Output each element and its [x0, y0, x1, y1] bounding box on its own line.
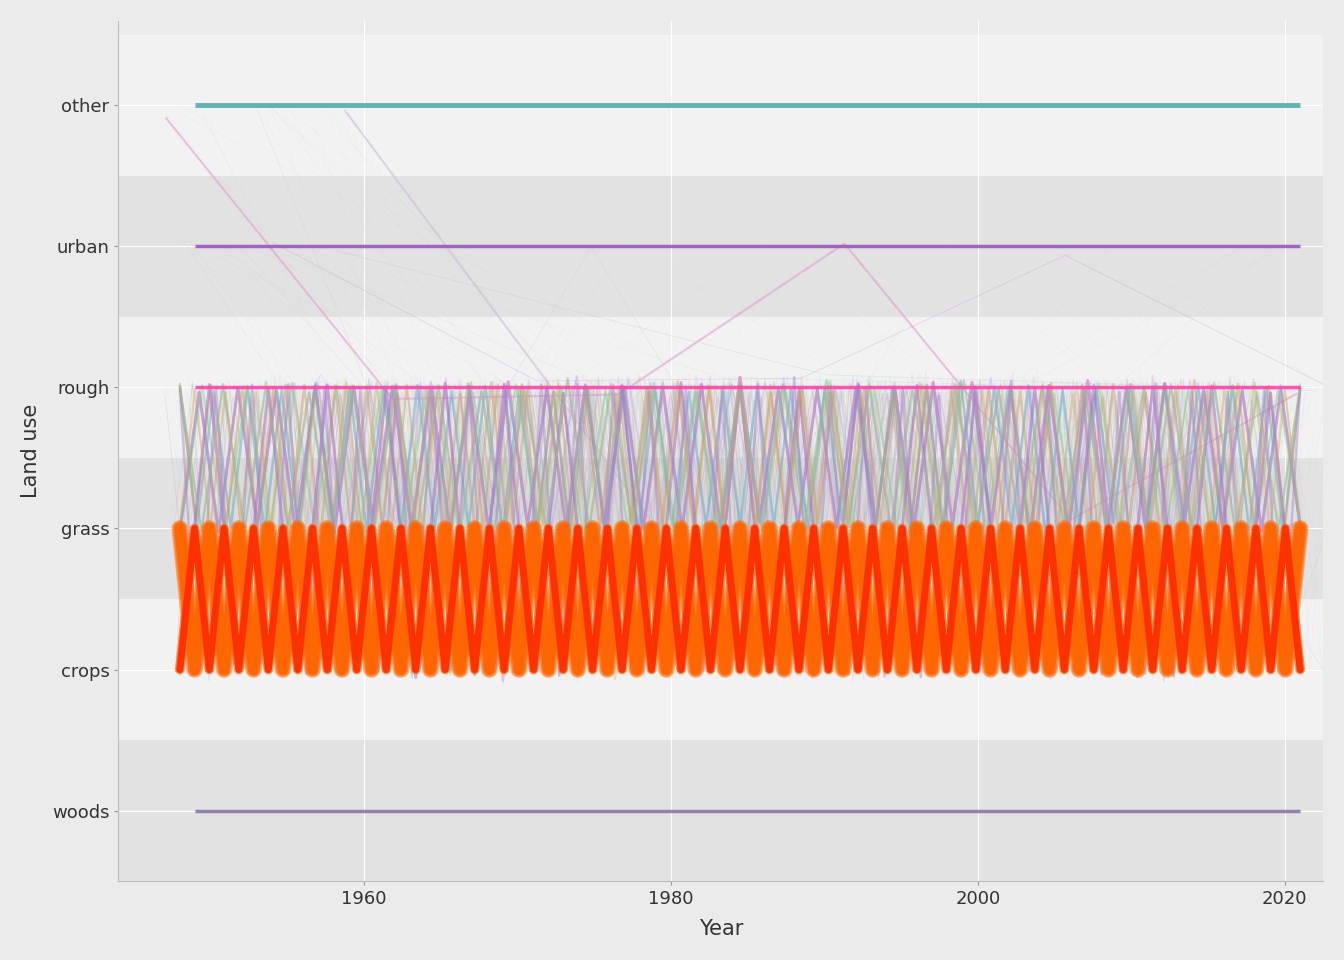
Bar — [118, 458, 1322, 599]
X-axis label: Year: Year — [699, 919, 743, 939]
Bar — [118, 35, 1322, 176]
Bar — [118, 317, 1322, 458]
Bar — [118, 599, 1322, 740]
Y-axis label: Land use: Land use — [22, 404, 40, 498]
Bar — [118, 176, 1322, 317]
Bar — [118, 740, 1322, 881]
